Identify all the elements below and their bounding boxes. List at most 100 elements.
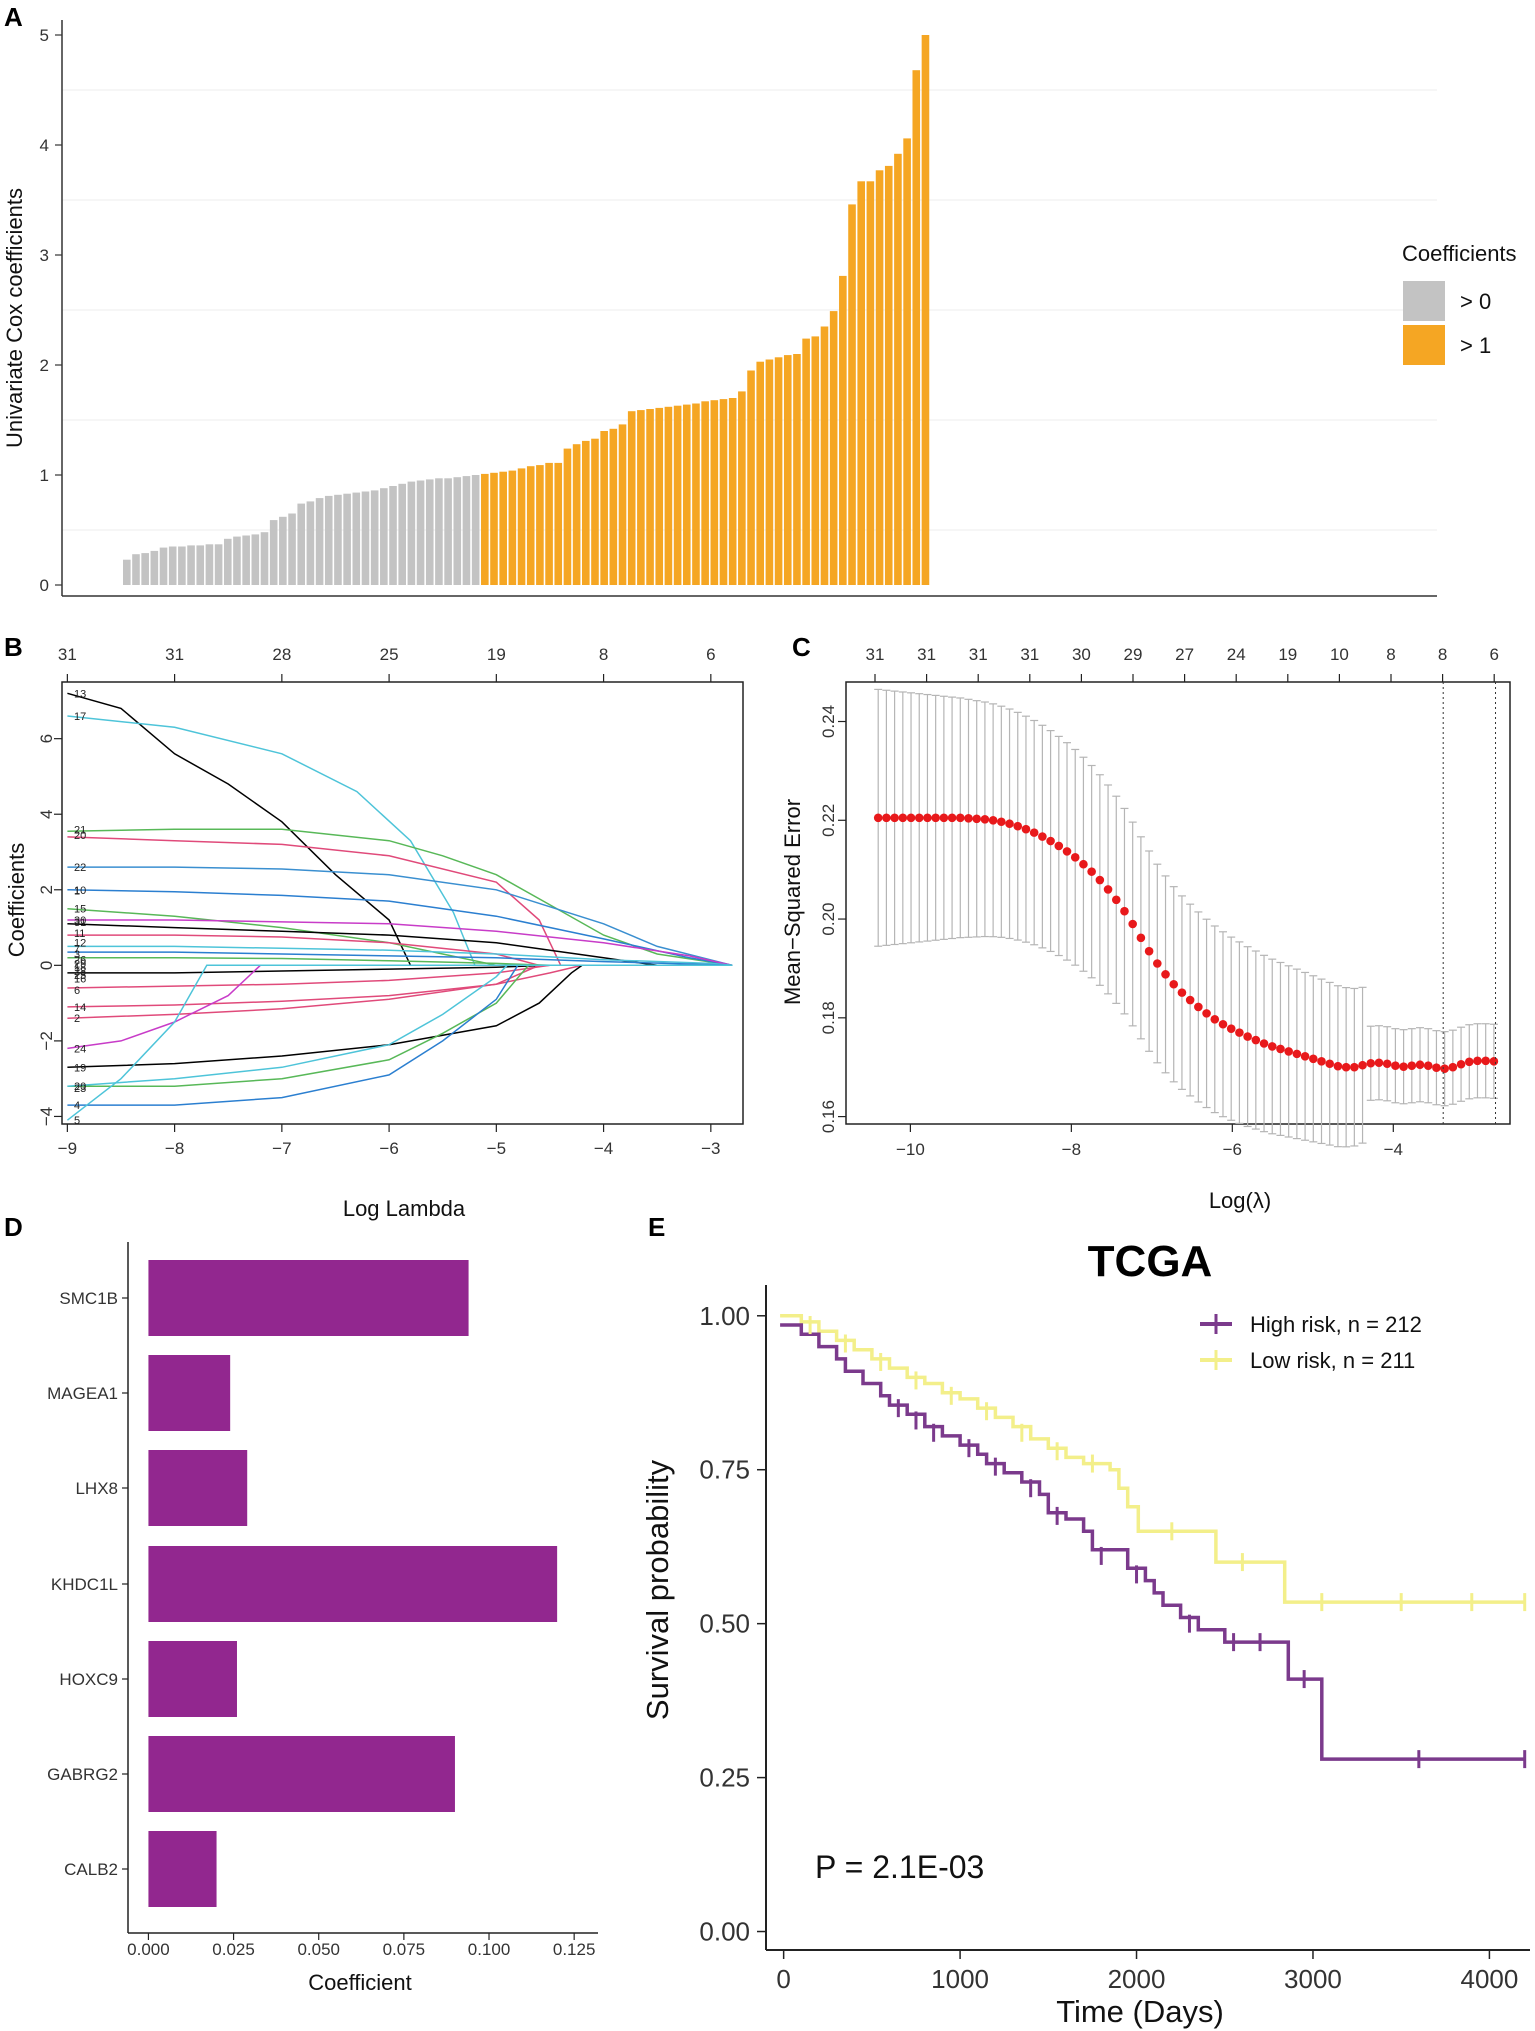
panel-e-y-tick-label-1: 0.25 <box>699 1763 750 1793</box>
panel-a-bar-65 <box>719 399 728 585</box>
panel-b-y-tick-label-1: −2 <box>37 1031 56 1050</box>
panel-d-x-tick-label-3: 0.075 <box>383 1940 426 1959</box>
panel-a-bar-38 <box>471 475 480 585</box>
panel-c-point-58 <box>1350 1062 1359 1072</box>
panel-b-line-label-10: 11 <box>74 928 85 940</box>
panel-c-y-tick-label-0: 0.16 <box>819 1100 838 1133</box>
panel-b-top-label-5: 8 <box>599 645 608 664</box>
panel-a-bar-69 <box>756 361 765 585</box>
panel-c-top-label-5: 29 <box>1124 645 1143 664</box>
panel-a-bar-67 <box>738 391 746 585</box>
panel-a-bar-87 <box>921 35 930 585</box>
panel-b-line-10 <box>67 889 733 967</box>
panel-b-line-label-17: 28 <box>74 966 86 978</box>
panel-c-point-52 <box>1300 1052 1310 1061</box>
panel-e-curve-low-risk <box>780 1314 1525 1604</box>
panel-c-point-31 <box>1128 919 1137 929</box>
panel-a-bar-3 <box>150 550 159 585</box>
panel-a-bar-45 <box>536 465 544 585</box>
panel-c-point-25 <box>1079 859 1088 869</box>
panel-a-bar-28 <box>380 488 388 585</box>
panel-d-label-lhx8: LHX8 <box>75 1479 118 1498</box>
panel-a-bar-64 <box>710 400 719 585</box>
legend-swatch-gt1 <box>1403 325 1445 365</box>
panel-b-line-24 <box>67 964 733 1050</box>
panel-c-point-32 <box>1136 933 1146 943</box>
panel-c-point-60 <box>1366 1058 1376 1068</box>
panel-b-top-label-2: 28 <box>272 645 291 664</box>
panel-a-bar-40 <box>490 472 498 585</box>
panel-c-point-12 <box>972 814 982 824</box>
panel-a-bar-83 <box>884 165 893 585</box>
panel-b-line-label-4: 22 <box>74 862 86 874</box>
panel-c-point-8 <box>939 813 949 823</box>
panel-c-point-70 <box>1448 1062 1458 1072</box>
panel-a-bar-41 <box>499 471 507 585</box>
panel-c-point-51 <box>1292 1049 1302 1059</box>
panel-b-line-label-5: 10 <box>74 885 86 897</box>
panel-c-point-69 <box>1440 1064 1449 1073</box>
panel-b-y-ticks: −4 −2 0 2 4 6 <box>37 734 62 1126</box>
panel-c-top-label-8: 19 <box>1278 645 1297 664</box>
panel-c-point-36 <box>1169 979 1179 989</box>
panel-d-bar-gabrg2 <box>148 1736 455 1812</box>
panel-b-line-label-26: 23 <box>74 1083 86 1095</box>
panel-c-point-29 <box>1111 895 1121 905</box>
panel-c-point-72 <box>1464 1057 1474 1067</box>
panel-a-bar-21 <box>315 498 324 585</box>
panel-b-line-label-0: 13 <box>74 688 86 700</box>
panel-e-y-ticks: 0.00 0.25 0.50 0.75 1.00 <box>699 1301 766 1947</box>
panel-a-bar-29 <box>389 486 397 585</box>
panel-a-gridlines <box>62 89 1437 531</box>
panel-b-y-tick-label-0: −4 <box>37 1107 56 1126</box>
panel-d-x-tick-label-1: 0.025 <box>212 1940 255 1959</box>
panel-c-point-7 <box>931 813 940 823</box>
panel-d-bar-khdc1l <box>148 1546 558 1622</box>
panel-a-bar-2 <box>141 553 149 585</box>
panel-c-point-3 <box>898 813 908 823</box>
panel-d-label-smc1b: SMC1B <box>59 1289 118 1308</box>
panel-e-y-tick-label-4: 1.00 <box>699 1301 750 1331</box>
panel-c-point-34 <box>1153 959 1162 968</box>
panel-c-x-tick-label-3: −4 <box>1384 1140 1403 1159</box>
panel-a: A 0 1 2 3 4 5 Univariate Cox coefficients Coe… <box>2 2 1517 597</box>
panel-c-point-55 <box>1325 1059 1335 1069</box>
panel-b-x-ticks: −9 −8 −7 −6 −5 −4 −3 <box>58 674 721 1158</box>
panel-a-bar-0 <box>123 559 131 585</box>
panel-b-line-label-27: 4 <box>74 1100 80 1112</box>
legend-label-gt0: > 0 <box>1460 289 1491 314</box>
panel-b-top-label-6: 6 <box>706 645 715 664</box>
panel-a-bar-20 <box>306 501 315 585</box>
panel-d-bars <box>148 1260 558 1907</box>
panel-d-bar-magea1 <box>148 1355 231 1431</box>
panel-b-line-label-2: 21 <box>74 824 86 836</box>
panel-b-line-label-6: 1 <box>74 886 80 898</box>
panel-c-top-label-2: 31 <box>969 645 988 664</box>
panel-c-mse-points <box>873 813 1499 1073</box>
panel-e-censor-marks <box>808 1316 1527 1769</box>
panel-c-point-61 <box>1374 1058 1384 1068</box>
panel-a-bar-31 <box>407 481 416 585</box>
panel-c-point-75 <box>1489 1056 1499 1066</box>
panel-a-bar-73 <box>793 354 801 585</box>
panel-b-line-label-28: 5 <box>74 1115 80 1127</box>
panel-c-point-30 <box>1120 906 1129 916</box>
panel-c-point-21 <box>1046 836 1055 846</box>
panel-e-survival-curves <box>780 1314 1525 1761</box>
panel-letter-b: B <box>4 632 23 662</box>
panel-c-point-27 <box>1095 875 1105 885</box>
panel-d-x-tick-label-5: 0.125 <box>553 1940 596 1959</box>
panel-b-line-23 <box>67 964 733 1087</box>
panel-c-point-4 <box>906 813 916 823</box>
panel-a-bar-23 <box>334 494 342 585</box>
panel-a-bar-19 <box>297 503 306 585</box>
panel-b-line-label-7: 15 <box>74 904 86 916</box>
panel-b-line-7 <box>67 951 733 967</box>
panel-a-bars <box>123 35 930 586</box>
panel-a-bar-34 <box>435 478 443 585</box>
panel-b-line-4 <box>67 964 733 1106</box>
panel-c-point-44 <box>1235 1028 1244 1037</box>
panel-c-point-1 <box>882 813 891 823</box>
panel-a-bar-49 <box>572 444 581 585</box>
panel-a-bar-80 <box>857 181 865 586</box>
